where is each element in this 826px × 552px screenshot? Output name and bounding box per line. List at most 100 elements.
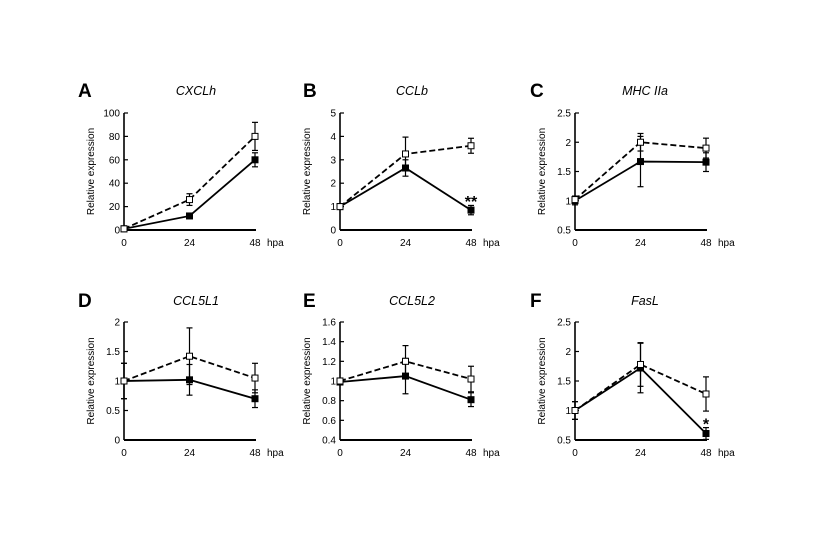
y-tick-label: 20 (109, 202, 121, 213)
y-tick-label: 1.5 (557, 377, 571, 388)
data-point-open (186, 352, 193, 360)
data-point-filled (637, 158, 644, 166)
panel-letter: F (530, 291, 542, 312)
y-tick-label: 60 (109, 155, 121, 166)
chart-title: CCLb (396, 84, 428, 98)
x-tick-label: 0 (337, 238, 343, 249)
y-tick-label: 1 (330, 202, 336, 213)
panel-letter: D (78, 291, 92, 312)
chart-panel-c: C MHC IIa Relative expression 0.5 1 1.5 2 2.5 0 2… (530, 81, 735, 249)
x-tick-label: 24 (635, 448, 647, 459)
series-line (123, 355, 256, 382)
series-line (123, 135, 256, 230)
x-tick-label: 0 (121, 448, 127, 459)
y-axis-label: Relative expression (86, 128, 97, 215)
y-tick-label: 0.4 (322, 436, 336, 447)
x-tick-label: 48 (700, 238, 712, 249)
y-tick-label: 0 (114, 436, 120, 447)
y-tick-label: 1.2 (322, 357, 336, 368)
panel-letter: E (303, 291, 316, 312)
data-point-open (637, 138, 644, 146)
data-point-open (402, 357, 409, 365)
data-point-filled (702, 158, 710, 166)
x-tick-label: 0 (572, 448, 578, 459)
y-tick-label: 1.5 (106, 347, 120, 358)
data-point-open (702, 390, 710, 398)
y-tick-label: 1.6 (322, 318, 336, 329)
x-tick-label: 48 (465, 238, 477, 249)
x-tick-label: 48 (465, 448, 477, 459)
y-tick-label: 2 (114, 318, 120, 329)
chart-title: MHC IIa (622, 84, 668, 98)
x-tick-label: 24 (184, 448, 196, 459)
y-tick-label: 40 (109, 179, 121, 190)
x-tick-label: 48 (249, 238, 261, 249)
y-tick-label: 4 (330, 132, 336, 143)
data-point-filled (467, 396, 475, 404)
y-tick-label: 3 (330, 155, 336, 166)
data-point-open (402, 150, 409, 158)
x-axis-label: hpa (718, 238, 735, 249)
y-tick-label: 1.5 (557, 167, 571, 178)
y-tick-label: 2 (565, 347, 571, 358)
series-dashed-open (120, 327, 259, 400)
y-tick-label: 2 (565, 138, 571, 149)
x-tick-label: 24 (400, 238, 412, 249)
x-tick-label: 24 (184, 238, 196, 249)
data-point-open (251, 374, 259, 382)
y-axis-label: Relative expression (86, 337, 97, 424)
x-axis-label: hpa (267, 238, 284, 249)
x-axis-label: hpa (267, 448, 284, 459)
y-tick-label: 1 (114, 377, 120, 388)
series-dashed-open (120, 121, 259, 233)
series-dashed-open (336, 345, 475, 393)
data-point-open (120, 377, 128, 385)
data-point-open (571, 407, 579, 414)
series-line (574, 141, 707, 201)
y-tick-label: 2 (330, 179, 336, 190)
x-tick-label: 0 (572, 238, 578, 249)
data-point-open (336, 377, 344, 385)
chart-panel-f: F FasL Relative expression 0.5 1 1.5 2 2.5 0 24 48… (530, 291, 735, 459)
panel-letter: C (530, 81, 544, 102)
series-line (574, 363, 707, 412)
y-tick-label: 0.5 (557, 436, 571, 447)
series-dashed-open (571, 342, 710, 420)
chart-title: CCL5L1 (173, 294, 219, 308)
y-tick-label: 0.8 (322, 396, 336, 407)
data-point-open (702, 144, 710, 152)
data-point-filled (186, 212, 193, 220)
y-tick-label: 2.5 (557, 109, 571, 120)
data-point-open (251, 132, 259, 140)
x-tick-label: 48 (700, 448, 712, 459)
chart-title: CXCLh (176, 84, 216, 98)
x-axis-label: hpa (483, 448, 500, 459)
x-tick-label: 48 (249, 448, 261, 459)
data-point-filled (251, 395, 259, 403)
y-tick-label: 100 (103, 109, 120, 120)
data-point-filled (251, 156, 259, 164)
data-point-open (571, 196, 579, 204)
data-point-open (467, 375, 475, 383)
x-tick-label: 0 (121, 238, 127, 249)
y-tick-label: 1 (565, 406, 571, 417)
y-tick-label: 0 (114, 226, 120, 237)
significance-marker: ** (465, 194, 478, 211)
x-tick-label: 0 (337, 448, 343, 459)
series-dashed-open (571, 132, 710, 204)
series-dashed-open (336, 136, 475, 211)
data-point-filled (467, 206, 475, 214)
chart-panel-b: B CCLb Relative expression 0 1 2 3 4 5 0 24 48 hpa ** (302, 81, 500, 249)
y-tick-label: 80 (109, 132, 121, 143)
y-tick-label: 1 (565, 196, 571, 207)
data-point-open (467, 142, 475, 150)
data-point-open (637, 360, 644, 368)
series-solid-filled (120, 152, 259, 233)
data-point-filled (702, 430, 710, 438)
y-tick-label: 0.6 (322, 416, 336, 427)
y-axis-label: Relative expression (537, 128, 548, 215)
data-point-open (120, 225, 128, 233)
chart-title: FasL (631, 294, 659, 308)
y-tick-label: 0.5 (106, 406, 120, 417)
